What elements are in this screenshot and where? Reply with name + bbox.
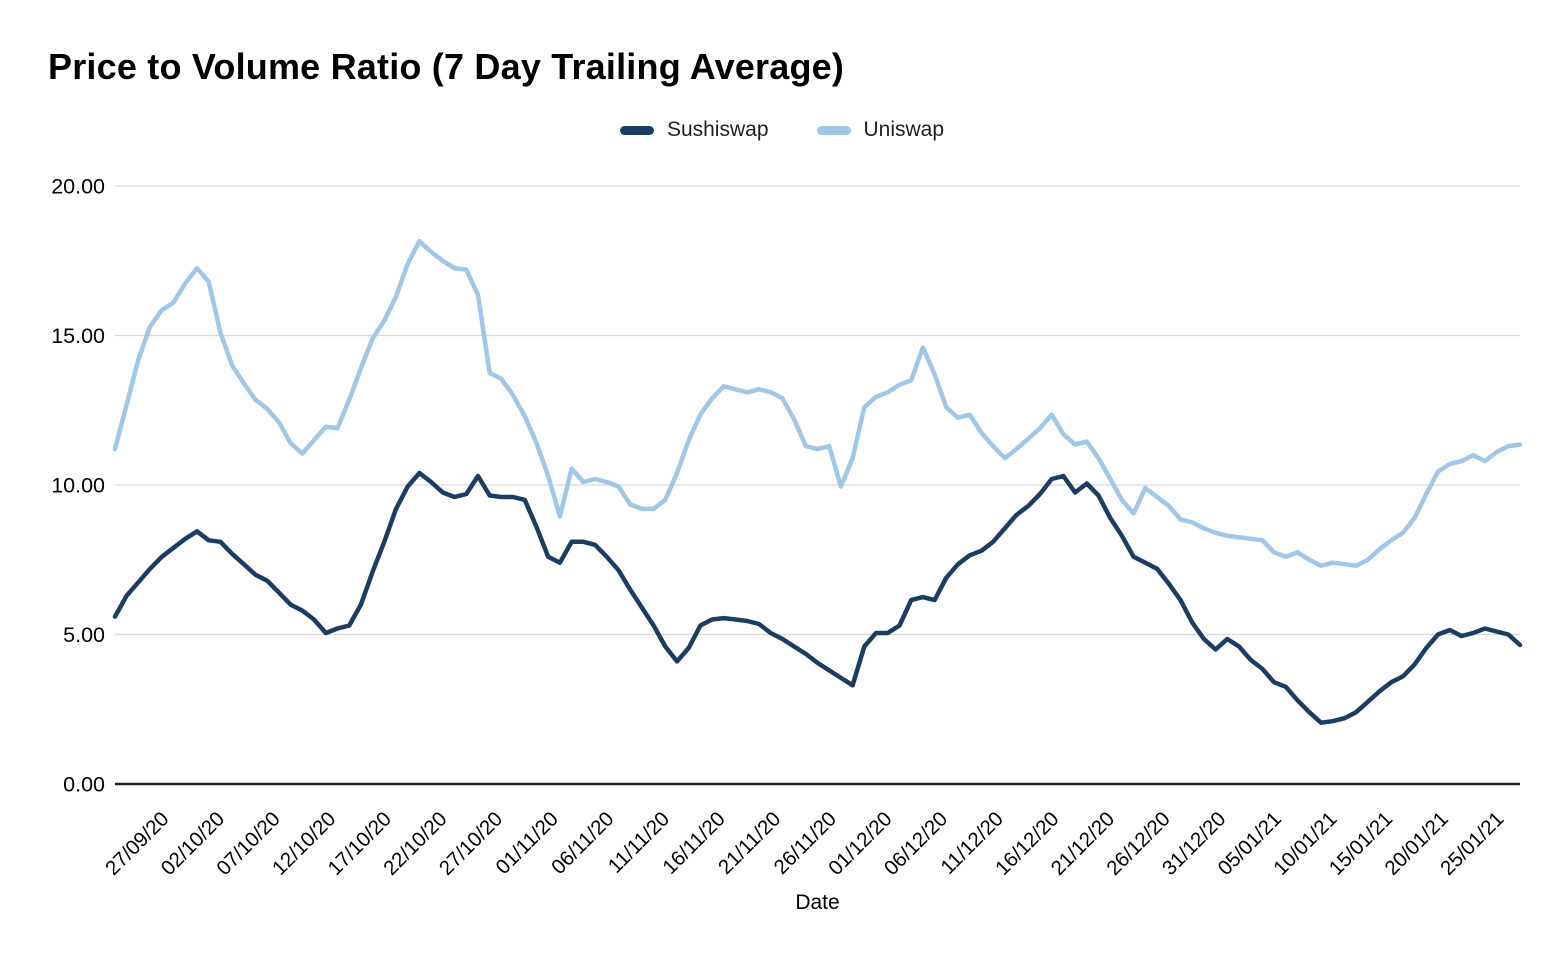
y-tick-label: 15.00 <box>51 324 105 348</box>
chart-title: Price to Volume Ratio (7 Day Trailing Av… <box>48 46 845 87</box>
series-line-uniswap <box>112 239 1523 568</box>
legend-label-sushiswap: Sushiswap <box>666 118 769 141</box>
x-tick-label: 06/11/20 <box>547 807 619 879</box>
legend-label-uniswap: Uniswap <box>863 118 945 141</box>
y-tick-label: 0.00 <box>63 773 105 797</box>
x-axis-title: Date <box>795 891 840 914</box>
chart-legend: Sushiswap Uniswap <box>0 118 1564 142</box>
y-tick-label: 10.00 <box>51 474 105 498</box>
legend-item-sushiswap[interactable]: Sushiswap <box>619 118 769 142</box>
series-line-sushiswap <box>112 470 1523 725</box>
y-tick-label: 5.00 <box>63 623 105 647</box>
uniswap-series-swatch-icon <box>816 125 851 135</box>
sushiswap-series-swatch-icon <box>619 125 654 135</box>
legend-item-uniswap[interactable]: Uniswap <box>816 118 945 142</box>
y-tick-label: 20.00 <box>51 175 105 199</box>
